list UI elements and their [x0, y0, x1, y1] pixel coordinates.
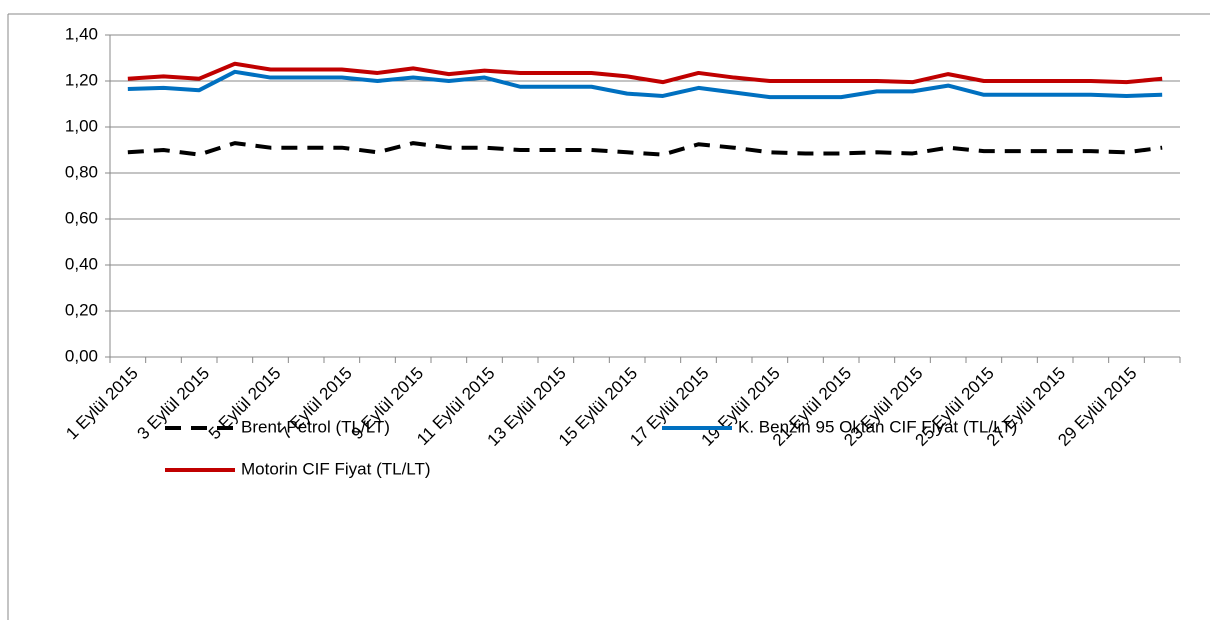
x-tick-label: 1 Eylül 2015 — [62, 364, 142, 444]
y-tick-label: 0,80 — [65, 162, 98, 181]
series-line — [127, 141, 1163, 157]
series-line — [127, 69, 1163, 100]
y-tick-label: 0,60 — [65, 208, 98, 227]
y-tick-label: 1,40 — [65, 24, 98, 43]
y-tick-label: 1,00 — [65, 116, 98, 135]
x-tick-label: 3 Eylül 2015 — [134, 364, 214, 444]
y-tick-label: 0,00 — [65, 346, 98, 365]
legend-label: K. Benzin 95 Oktan CIF Fiyat (TL/LT) — [738, 417, 1017, 436]
legend-label: Brent Petrol (TL/LT) — [241, 417, 390, 436]
y-tick-label: 1,20 — [65, 70, 98, 89]
y-tick-label: 0,20 — [65, 300, 98, 319]
legend-label: Motorin CIF Fiyat (TL/LT) — [241, 459, 431, 478]
y-tick-label: 0,40 — [65, 254, 98, 273]
series-line — [127, 61, 1163, 85]
